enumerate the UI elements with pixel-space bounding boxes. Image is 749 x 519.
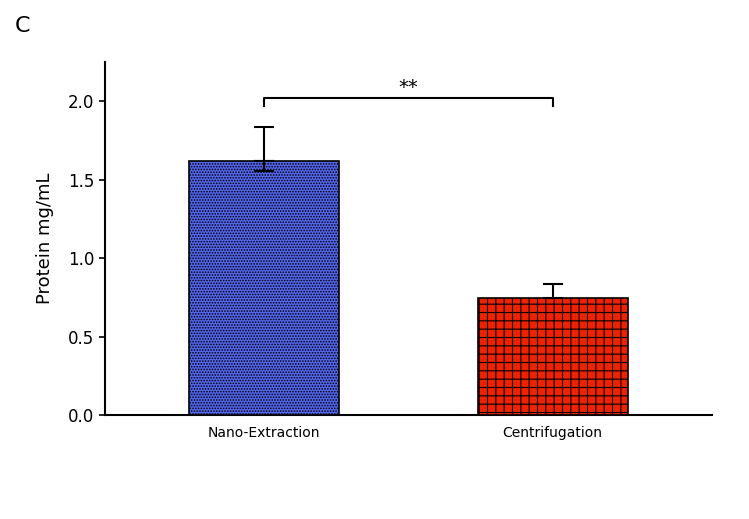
Y-axis label: Protein mg/mL: Protein mg/mL	[36, 173, 54, 305]
FancyBboxPatch shape	[189, 161, 339, 415]
Text: **: **	[398, 78, 418, 97]
FancyBboxPatch shape	[478, 297, 628, 415]
Text: C: C	[15, 16, 31, 36]
